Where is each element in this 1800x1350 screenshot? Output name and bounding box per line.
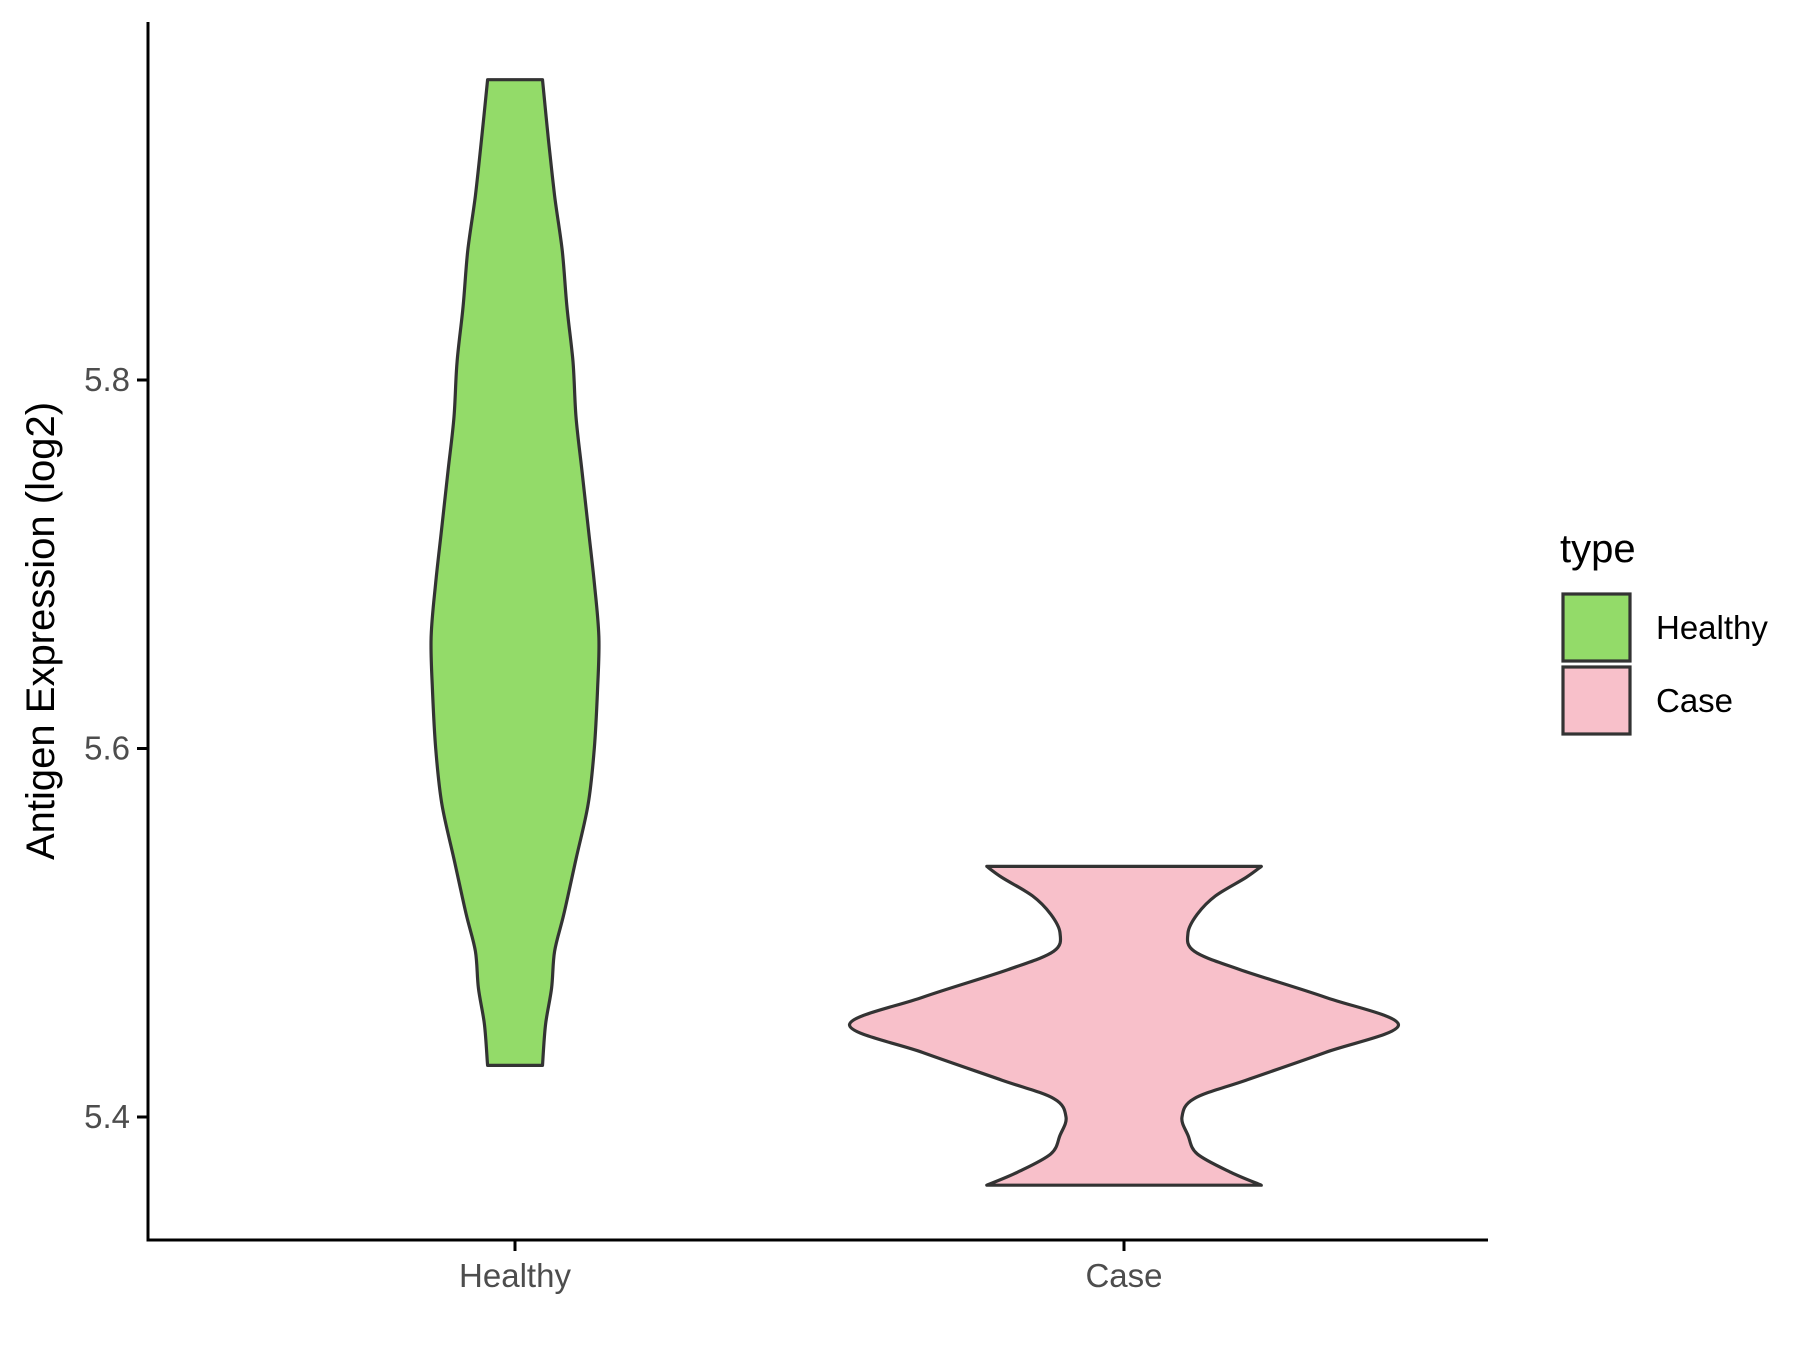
x-tick-label: Healthy <box>459 1257 571 1294</box>
legend-label-healthy: Healthy <box>1656 609 1768 646</box>
legend-swatch-healthy <box>1561 592 1632 663</box>
y-axis-title: Antigen Expression (log2) <box>19 402 63 860</box>
y-tick-label: 5.4 <box>84 1098 130 1135</box>
y-tick-group: 5.4 5.6 5.8 <box>84 361 148 1135</box>
violin-layer <box>429 78 1401 1187</box>
y-tick-label: 5.6 <box>84 730 130 767</box>
violin-healthy <box>429 78 601 1067</box>
legend-label-case: Case <box>1656 682 1733 719</box>
y-tick-label: 5.8 <box>84 361 130 398</box>
legend-swatch-case <box>1561 665 1632 736</box>
legend-title: type <box>1560 527 1636 571</box>
legend: type Healthy Case <box>1560 527 1768 736</box>
violin-case <box>847 864 1401 1187</box>
x-tick-label: Case <box>1085 1257 1162 1294</box>
x-tick-group: Healthy Case <box>459 1240 1163 1294</box>
legend-entries: Healthy Case <box>1561 592 1768 736</box>
